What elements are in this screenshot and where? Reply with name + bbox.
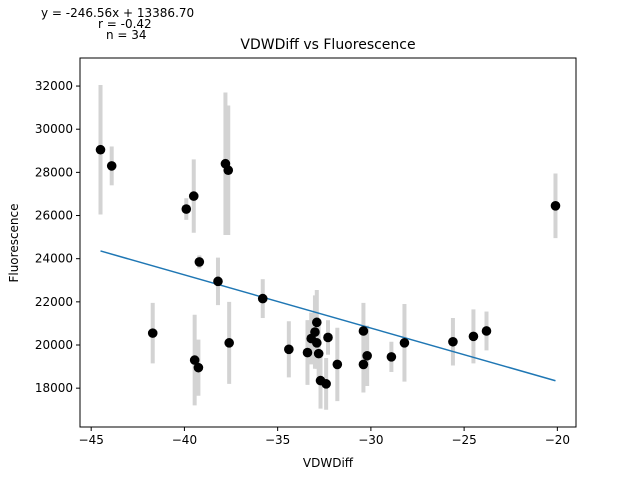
data-point (358, 326, 369, 336)
data-point (193, 362, 204, 373)
data-point (213, 276, 223, 287)
fit-line (100, 250, 556, 382)
data-point (481, 326, 492, 336)
data-point (358, 359, 369, 370)
data-point (106, 161, 117, 171)
y-tick-label: 22000 (35, 295, 73, 309)
x-axis-label: VDWDiff (303, 456, 354, 470)
fit-equation-annotation: y = -246.56x + 13386.70 (41, 6, 194, 20)
x-tick-label: −45 (79, 433, 104, 447)
data-point (257, 293, 268, 304)
data-point (95, 144, 106, 155)
data-point (468, 331, 479, 342)
y-axis-label: Fluorescence (7, 203, 21, 282)
data-point (362, 350, 372, 361)
y-tick-label: 28000 (35, 165, 73, 179)
y-tick-label: 32000 (35, 79, 73, 93)
data-point (224, 338, 234, 348)
y-tick-label: 20000 (35, 338, 73, 352)
data-points (95, 144, 561, 389)
data-point (312, 338, 322, 348)
data-point (189, 355, 200, 365)
fit-line-group (100, 250, 556, 382)
x-tick-label: −20 (545, 433, 570, 447)
y-tick-label: 26000 (35, 209, 73, 223)
y-tick-label: 24000 (35, 252, 73, 266)
data-point (321, 379, 331, 389)
x-tick-label: −40 (172, 433, 197, 447)
data-point (147, 328, 158, 338)
data-point (302, 347, 313, 358)
y-tick-label: 30000 (35, 122, 73, 136)
plot-area (79, 57, 577, 428)
sample-count-annotation: n = 34 (106, 28, 147, 42)
chart-title: VDWDiff vs Fluorescence (240, 37, 415, 53)
data-point (188, 191, 199, 201)
axes-frame (79, 57, 577, 428)
y-axis: 18000 20000 22000 24000 26000 28000 30000 32000 (35, 79, 80, 395)
y-tick-label: 18000 (35, 381, 73, 395)
data-point (448, 336, 458, 347)
x-tick-label: −25 (451, 433, 476, 447)
data-point (313, 348, 324, 359)
x-tick-label: −35 (265, 433, 290, 447)
data-point (310, 327, 320, 337)
data-point (312, 317, 322, 328)
data-point (332, 359, 343, 370)
data-point (284, 344, 294, 355)
data-point (399, 338, 410, 348)
data-point (323, 332, 333, 343)
x-axis: −45 −40 −35 −30 −25 −20 (79, 427, 570, 447)
data-point (386, 352, 397, 362)
x-tick-label: −30 (358, 433, 383, 447)
data-point (181, 204, 192, 214)
data-point (194, 257, 205, 267)
data-point (550, 201, 561, 211)
data-point (223, 165, 234, 176)
correlation-annotation: r = -0.42 (98, 17, 152, 31)
